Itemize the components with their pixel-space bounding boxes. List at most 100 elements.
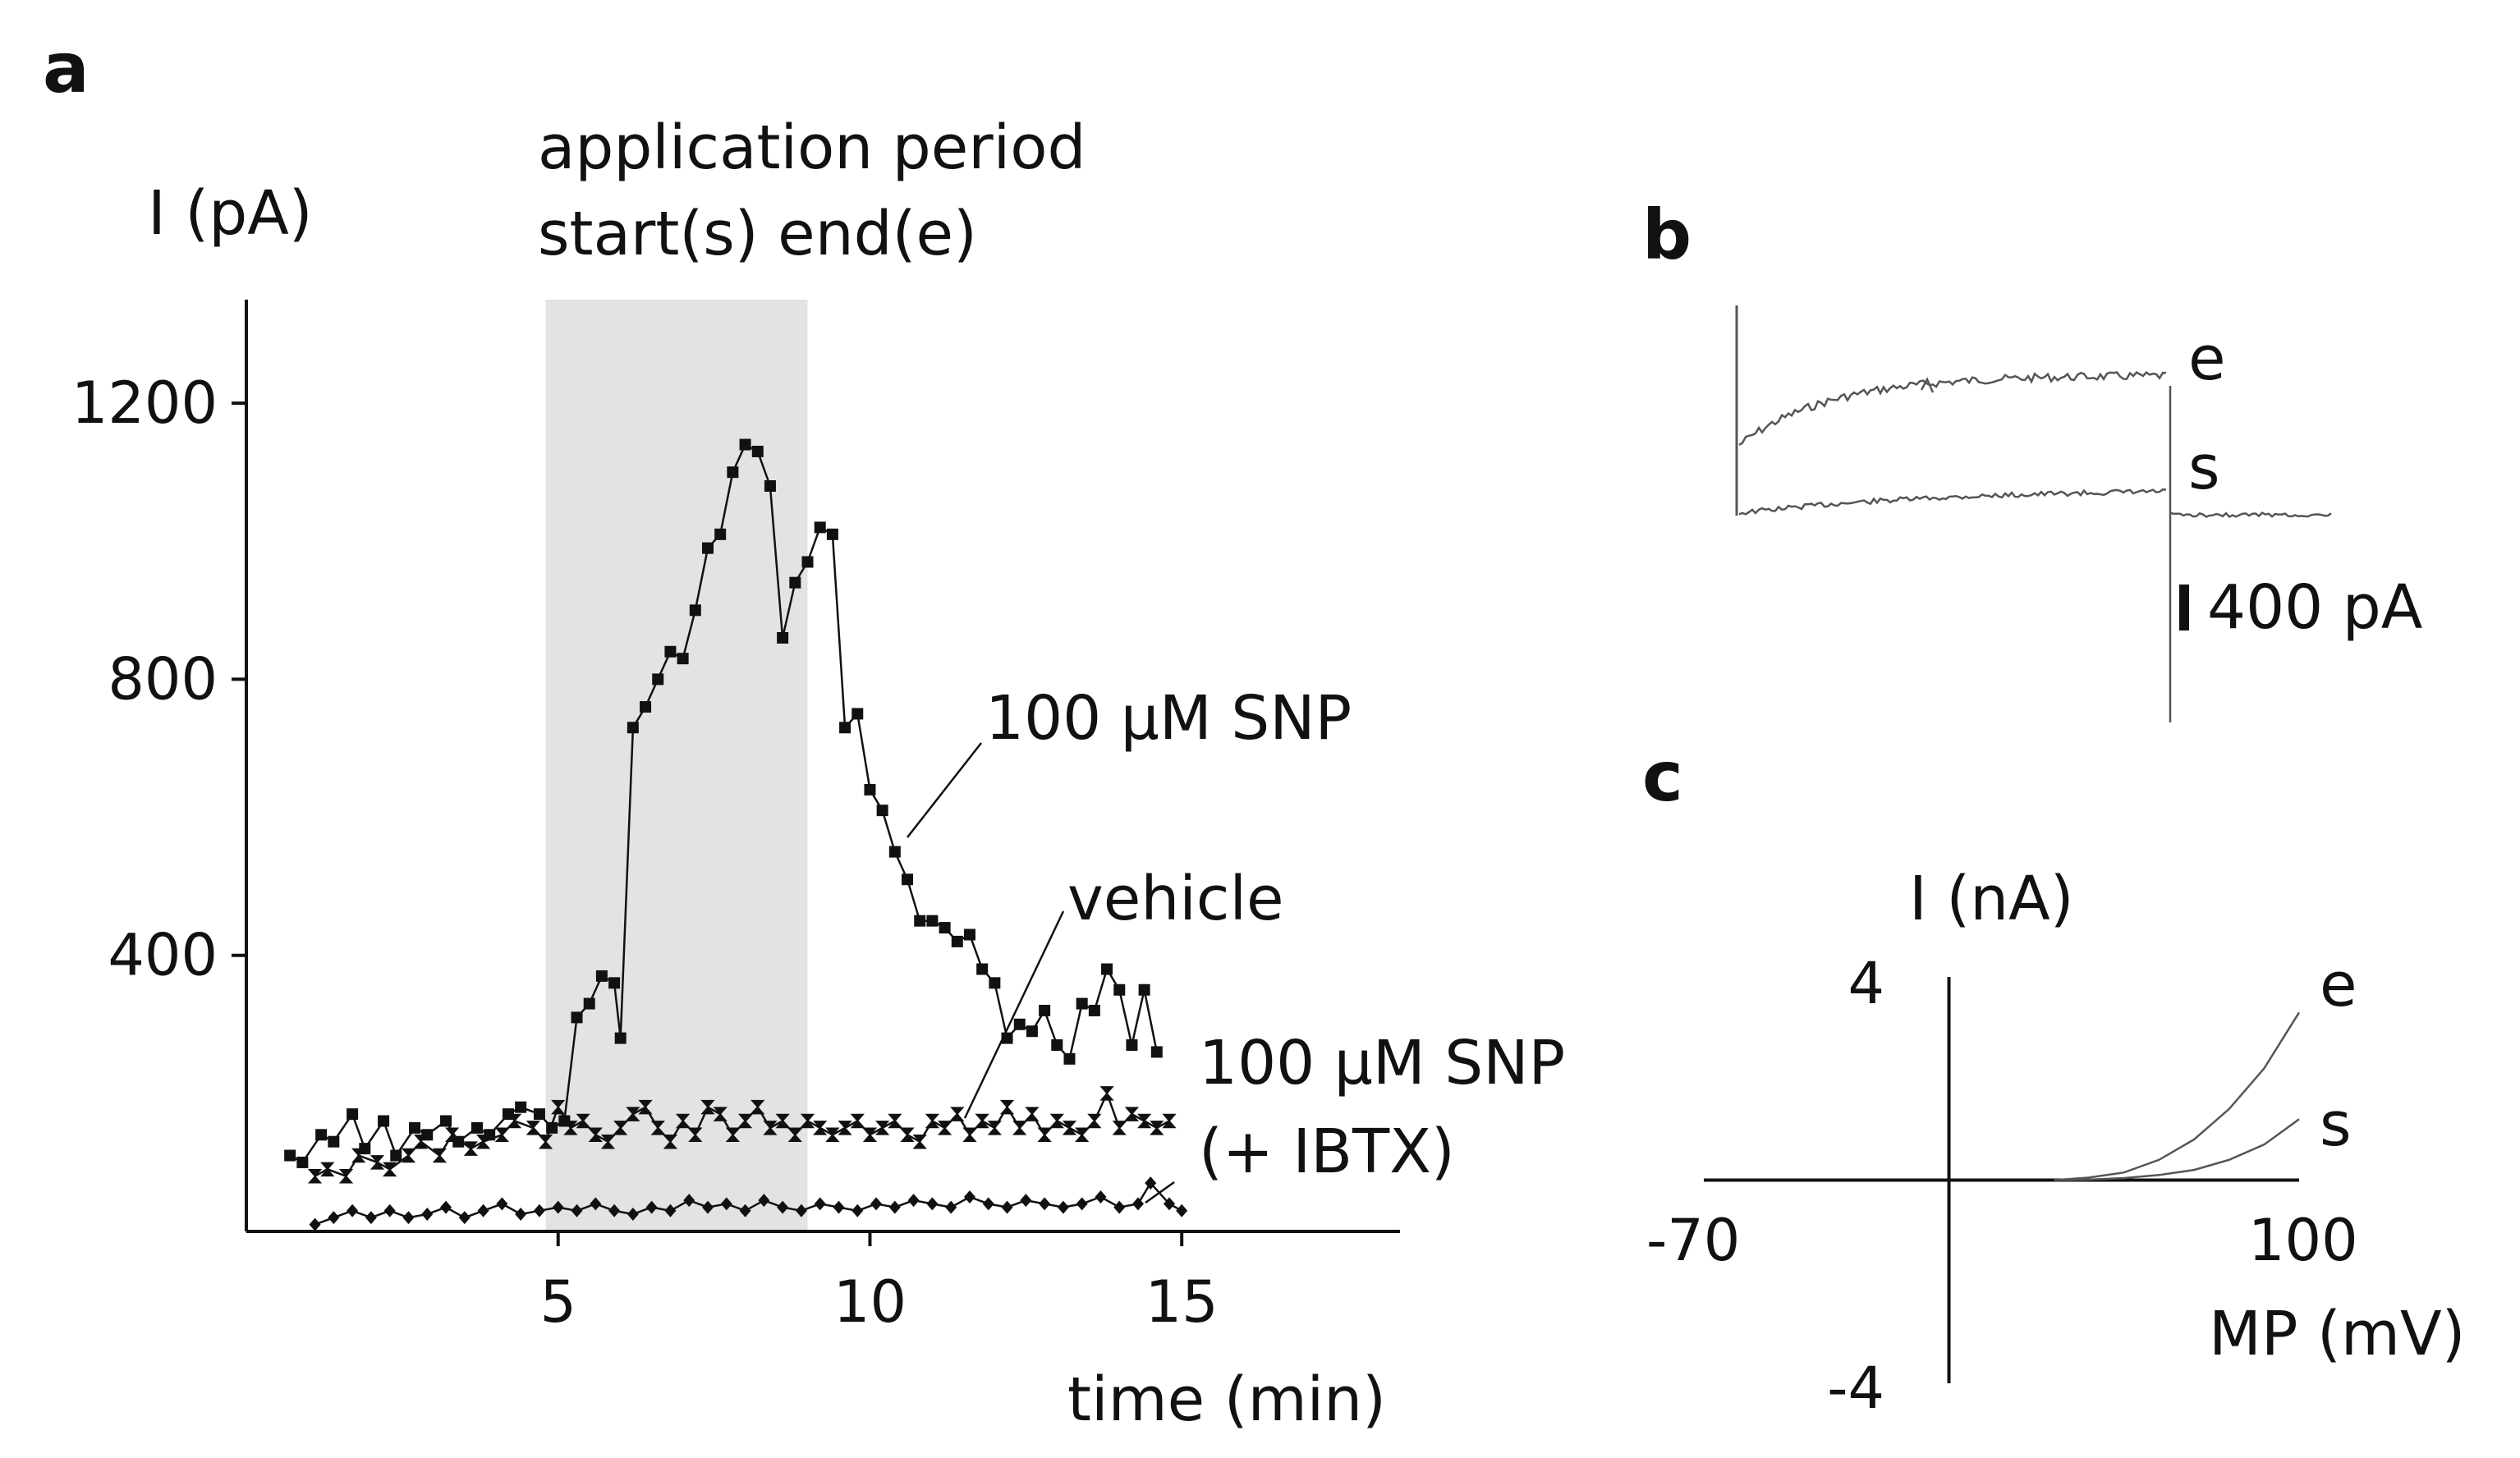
data-point-snp [284, 1149, 296, 1162]
data-point-snp [1138, 983, 1150, 996]
data-point-snp-ibtx [1095, 1190, 1107, 1204]
data-point-snp-ibtx [1176, 1204, 1188, 1217]
data-point-snp [839, 722, 851, 734]
data-point-snp [664, 645, 677, 658]
data-point-vehicle [775, 1113, 790, 1129]
data-point-snp [640, 701, 652, 713]
data-point-snp [378, 1115, 390, 1127]
annotation-snp: 100 µM SNP [985, 683, 1352, 754]
data-point-snp [851, 708, 864, 720]
trace-e [1738, 370, 2167, 446]
data-point-vehicle [1099, 1086, 1114, 1101]
panel-letter-c: c [1642, 736, 1683, 817]
data-point-snp-ibtx [1132, 1197, 1145, 1211]
data-point-snp-ibtx [347, 1204, 359, 1217]
data-point-snp [926, 915, 939, 927]
data-point-snp-ibtx [1145, 1176, 1157, 1190]
data-point-vehicle [763, 1121, 778, 1135]
data-point-snp-ibtx [328, 1211, 340, 1225]
trace-label-s: s [2188, 433, 2220, 503]
panel-letter-a: a [43, 28, 90, 108]
data-point-vehicle [1087, 1113, 1102, 1129]
data-point-snp-ibtx [1001, 1200, 1013, 1214]
data-point-snp [677, 653, 689, 665]
data-point-snp [1101, 963, 1113, 975]
data-point-vehicle [370, 1155, 385, 1170]
iv-curve-s [2054, 1118, 2300, 1181]
data-point-vehicle [432, 1148, 448, 1163]
data-point-vehicle [999, 1099, 1015, 1115]
data-point-vehicle [813, 1121, 828, 1135]
data-point-snp [1126, 1039, 1138, 1051]
data-point-vehicle [874, 1121, 890, 1135]
data-point-snp-ibtx [458, 1211, 470, 1225]
data-point-vehicle [401, 1148, 416, 1163]
data-point-snp [546, 1121, 558, 1134]
data-point-vehicle [663, 1134, 678, 1149]
data-point-snp [814, 521, 826, 534]
data-point-vehicle [975, 1113, 989, 1129]
data-point-snp-ibtx [571, 1204, 583, 1217]
data-point-vehicle [700, 1099, 715, 1115]
data-point-vehicle [737, 1113, 753, 1129]
data-point-snp-ibtx [608, 1204, 621, 1217]
data-point-snp-ibtx [888, 1200, 901, 1214]
scale-bar [2179, 585, 2189, 630]
data-point-vehicle [475, 1134, 491, 1149]
data-point-snp [328, 1135, 340, 1148]
data-point-snp-ibtx [1113, 1200, 1126, 1214]
data-point-vehicle [576, 1113, 590, 1129]
data-point-snp-ibtx [795, 1204, 807, 1217]
data-point-vehicle [1162, 1113, 1177, 1129]
data-point-vehicle [750, 1099, 765, 1115]
data-point-snp [876, 805, 888, 817]
data-point-snp [595, 970, 608, 982]
data-point-snp-ibtx [627, 1207, 639, 1221]
data-point-vehicle [937, 1121, 952, 1135]
data-point-snp [727, 466, 739, 479]
data-point-snp-ibtx [1076, 1197, 1088, 1211]
data-point-snp [440, 1115, 452, 1127]
data-point-vehicle [1049, 1113, 1064, 1129]
data-point-snp-ibtx [702, 1200, 714, 1214]
data-point-snp-ibtx [814, 1197, 826, 1211]
data-point-vehicle [725, 1127, 741, 1143]
data-point-snp [826, 528, 838, 540]
x-tick-label: 10 [833, 1268, 907, 1336]
data-point-snp [1026, 1025, 1038, 1038]
data-point-snp [347, 1108, 359, 1121]
data-point-vehicle [1124, 1107, 1140, 1121]
data-point-snp-ibtx [851, 1204, 864, 1217]
y-axis-label: I (pA) [148, 178, 313, 249]
data-point-snp [1051, 1039, 1063, 1051]
data-point-snp [1076, 997, 1088, 1010]
annotation-snp-ibtx-line2: (+ IBTX) [1199, 1116, 1455, 1187]
iv-curve-e [2054, 1011, 2301, 1181]
data-point-vehicle [900, 1127, 915, 1143]
data-point-snp-ibtx [440, 1200, 452, 1214]
data-point-snp [515, 1101, 527, 1113]
data-point-snp-ibtx [365, 1211, 377, 1225]
data-point-snp [1113, 983, 1126, 996]
data-point-snp [976, 963, 989, 975]
data-point-snp-ibtx [758, 1194, 770, 1208]
data-point-snp-ibtx [907, 1194, 920, 1208]
data-point-vehicle [507, 1113, 522, 1129]
data-point-snp-ibtx [477, 1204, 489, 1217]
data-point-vehicle [638, 1099, 653, 1115]
data-point-snp [315, 1129, 328, 1141]
data-point-snp [801, 556, 814, 568]
data-point-vehicle [1037, 1127, 1052, 1143]
y-tick-label: 800 [108, 645, 218, 713]
data-point-vehicle [463, 1141, 479, 1156]
data-point-vehicle [862, 1127, 878, 1143]
data-point-vehicle [650, 1121, 665, 1135]
data-point-vehicle [413, 1134, 429, 1149]
data-point-snp-ibtx [496, 1197, 508, 1211]
iv-x-axis-label: MP (mV) [2209, 1299, 2465, 1369]
data-point-vehicle [1136, 1113, 1152, 1129]
data-point-vehicle [912, 1134, 927, 1149]
data-point-vehicle [551, 1099, 566, 1115]
annotation-snp-ibtx-leader [1145, 1181, 1175, 1204]
application-period-label: application period [538, 112, 1086, 183]
